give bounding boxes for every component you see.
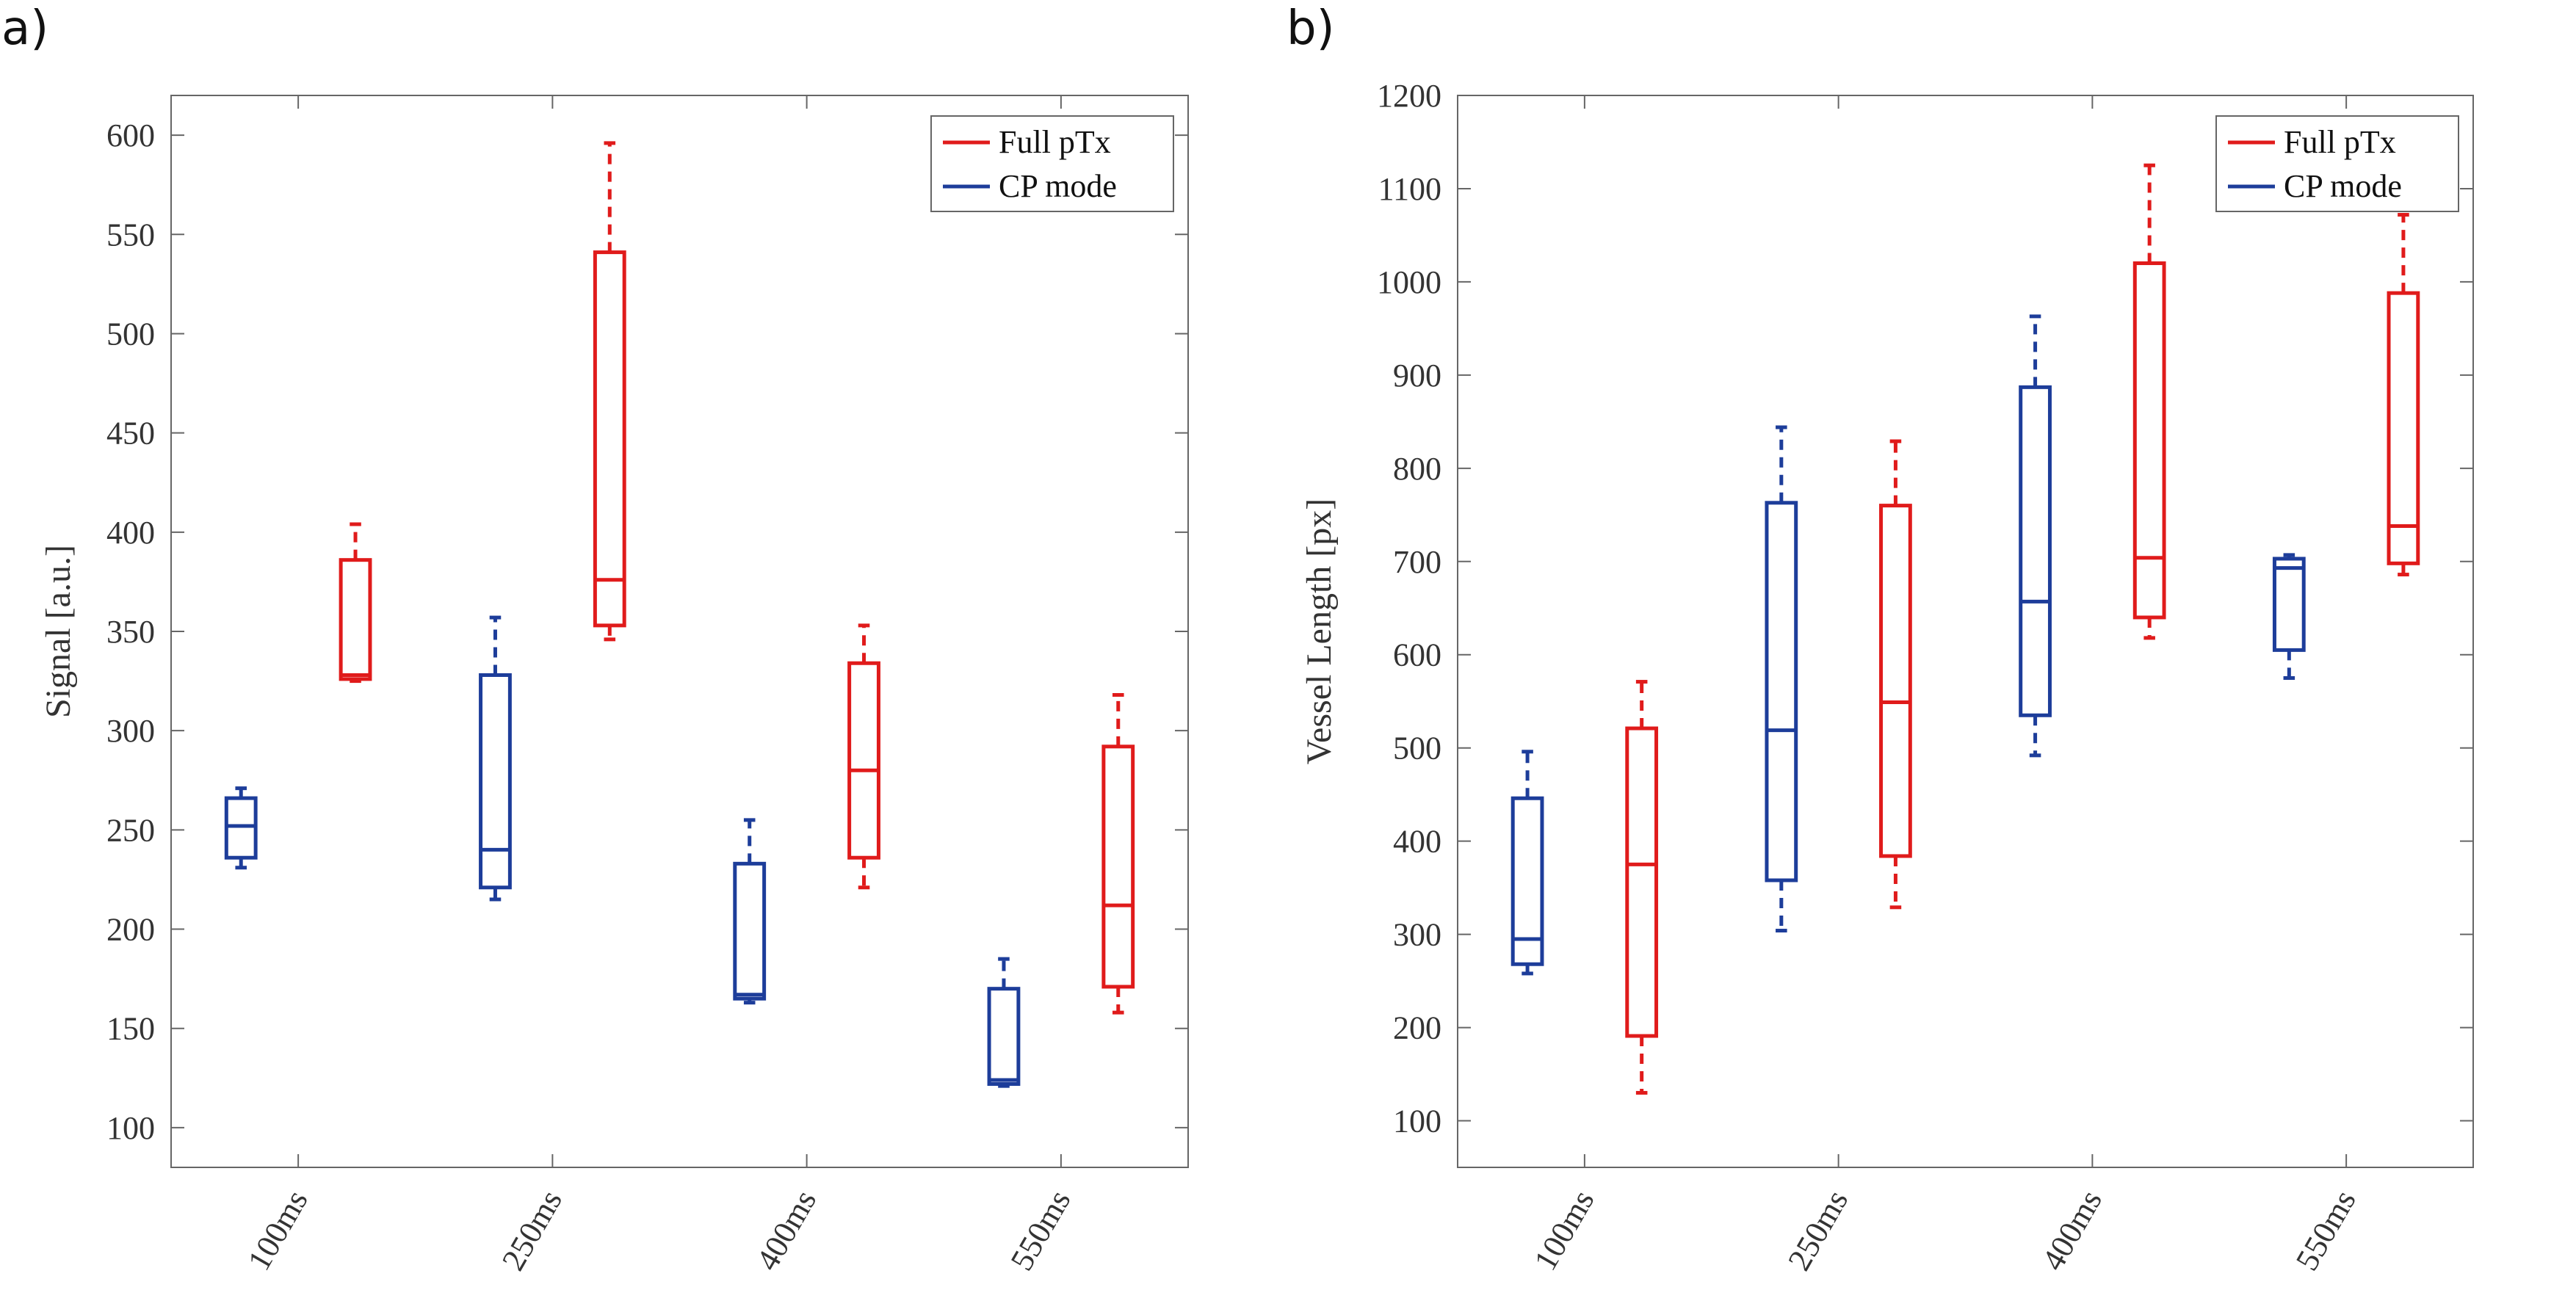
y-tick-label: 200 <box>106 912 155 948</box>
box-cp-mode-550ms <box>987 957 1021 1088</box>
box-full-ptx-100ms <box>339 522 372 684</box>
iqr-box <box>1101 744 1135 989</box>
chart-signal-group: 100 150 200 250 300 350 400 450 500 550 600 Signal … <box>39 95 1189 1277</box>
y-tick-label: 300 <box>106 713 155 749</box>
panel-label-a: a) <box>1 1 49 56</box>
legend-box <box>2215 115 2459 212</box>
legend-label: CP mode <box>999 168 1117 204</box>
iqr-box <box>224 796 258 860</box>
plot-frame-signal <box>170 95 1189 1168</box>
box-full-ptx-250ms <box>1879 439 1912 910</box>
iqr-box <box>1625 726 1659 1038</box>
iqr-box <box>2387 291 2420 565</box>
y-tick-label: 500 <box>106 316 155 352</box>
legend-signal: Full pTx CP mode <box>930 115 1174 212</box>
box-full-ptx-100ms <box>1625 680 1659 1095</box>
y-axis-label: Signal [a.u.] <box>39 545 78 718</box>
iqr-box <box>1879 504 1912 858</box>
iqr-box <box>987 987 1021 1086</box>
iqr-box <box>479 673 512 890</box>
iqr-box <box>2272 557 2306 652</box>
box-cp-mode-550ms <box>2272 553 2306 680</box>
box-full-ptx-550ms <box>2387 213 2420 577</box>
legend-label: CP mode <box>2284 168 2402 204</box>
legend-label: Full pTx <box>2284 124 2396 160</box>
legend-box <box>930 115 1174 212</box>
y-tick-label: 1000 <box>1377 264 1441 300</box>
iqr-box <box>2019 385 2052 717</box>
x-tick-label: 100ms <box>1527 1184 1601 1277</box>
y-tick-label: 400 <box>1393 824 1441 860</box>
box-full-ptx-550ms <box>1101 693 1135 1015</box>
y-tick-label: 100 <box>1393 1104 1441 1139</box>
y-axis-label: Vessel Length [px] <box>1300 499 1339 765</box>
x-tick-label: 550ms <box>1003 1184 1077 1277</box>
iqr-box <box>733 861 767 1001</box>
box-cp-mode-100ms <box>224 786 258 870</box>
box-cp-mode-100ms <box>1510 750 1544 976</box>
y-tick-label: 250 <box>106 812 155 848</box>
box-full-ptx-400ms <box>2132 163 2166 640</box>
y-tick-label: 1100 <box>1378 171 1441 207</box>
y-tick-label: 200 <box>1393 1010 1441 1046</box>
x-tick-label: 250ms <box>495 1184 569 1277</box>
y-tick-label: 350 <box>106 614 155 650</box>
plot-frame-vessel-length <box>1457 95 2474 1168</box>
box-cp-mode-400ms <box>733 818 767 1005</box>
iqr-box <box>593 250 626 628</box>
y-tick-label: 100 <box>106 1110 155 1146</box>
y-tick-label: 300 <box>1393 917 1441 953</box>
y-tick-label: 400 <box>106 515 155 551</box>
y-tick-label: 1200 <box>1377 78 1441 114</box>
y-tick-label: 500 <box>1393 731 1441 767</box>
x-tick-label: 400ms <box>749 1184 823 1277</box>
y-tick-label: 900 <box>1393 358 1441 394</box>
box-full-ptx-400ms <box>847 623 880 890</box>
legend-vessel-length: Full pTx CP mode <box>2215 115 2459 212</box>
y-tick-label: 700 <box>1393 544 1441 580</box>
y-tick-label: 600 <box>106 117 155 153</box>
x-tick-label: 250ms <box>1781 1184 1855 1277</box>
iqr-box <box>1510 796 1544 966</box>
y-tick-label: 550 <box>106 217 155 253</box>
iqr-box <box>1765 501 1798 883</box>
y-tick-label: 600 <box>1393 637 1441 673</box>
iqr-box <box>847 661 880 860</box>
box-full-ptx-250ms <box>593 141 626 642</box>
box-cp-mode-250ms <box>1765 425 1798 933</box>
x-tick-label: 100ms <box>241 1184 315 1277</box>
iqr-box <box>2132 261 2166 620</box>
box-cp-mode-400ms <box>2019 314 2052 758</box>
chart-vessel-length-group: 100 200 300 400 500 600 700 800 900 1000 1100 1200 V… <box>1300 78 2474 1277</box>
x-tick-label: 400ms <box>2035 1184 2109 1277</box>
y-tick-label: 150 <box>106 1011 155 1047</box>
legend-label: Full pTx <box>999 124 1111 160</box>
y-tick-label: 450 <box>106 416 155 452</box>
box-cp-mode-250ms <box>479 615 512 902</box>
x-tick-label: 550ms <box>2289 1184 2363 1277</box>
iqr-box <box>339 558 372 681</box>
y-tick-label: 800 <box>1393 451 1441 487</box>
panel-label-b: b) <box>1287 1 1335 56</box>
